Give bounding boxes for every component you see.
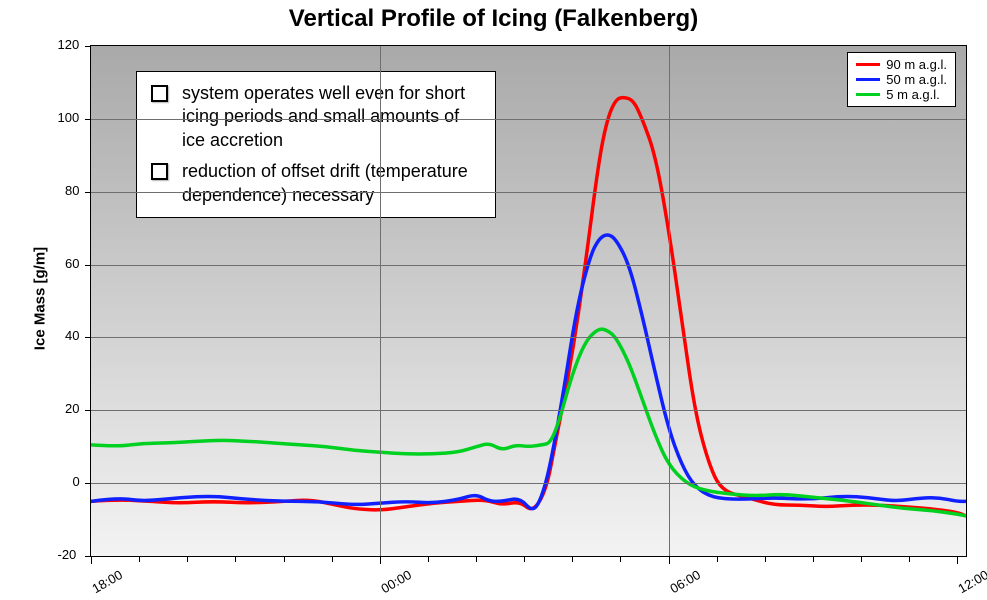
y-tick-mark (85, 337, 91, 338)
annotation-text: reduction of offset drift (temperature d… (182, 160, 481, 207)
annotation-box: system operates well even for short icin… (136, 71, 496, 218)
y-tick-label: -20 (58, 547, 77, 562)
x-minor-tick (476, 556, 477, 562)
gridline-horizontal (91, 337, 966, 338)
x-minor-tick (669, 556, 670, 562)
x-minor-tick (187, 556, 188, 562)
annotation-item: reduction of offset drift (temperature d… (151, 160, 481, 207)
gridline-horizontal (91, 410, 966, 411)
x-minor-tick (813, 556, 814, 562)
gridline-horizontal (91, 119, 966, 120)
gridline-vertical (669, 46, 670, 556)
y-tick-mark (85, 265, 91, 266)
series-line (91, 235, 966, 509)
x-minor-tick (765, 556, 766, 562)
series-line (91, 329, 966, 516)
annotation-text: system operates well even for short icin… (182, 82, 481, 152)
legend-item: 50 m a.g.l. (856, 72, 947, 87)
x-minor-tick (428, 556, 429, 562)
annotation-item: system operates well even for short icin… (151, 82, 481, 152)
gridline-horizontal (91, 265, 966, 266)
x-minor-tick (139, 556, 140, 562)
x-tick-label: 06:00 (667, 567, 703, 596)
legend-swatch (856, 78, 880, 81)
y-tick-mark (85, 46, 91, 47)
x-minor-tick (524, 556, 525, 562)
x-minor-tick (284, 556, 285, 562)
y-tick-label: 0 (73, 474, 80, 489)
y-tick-label: 120 (58, 37, 80, 52)
x-minor-tick (235, 556, 236, 562)
chart-title: Vertical Profile of Icing (Falkenberg) (0, 5, 987, 33)
y-tick-label: 80 (65, 183, 79, 198)
legend-item: 5 m a.g.l. (856, 87, 947, 102)
x-minor-tick (380, 556, 381, 562)
legend-label: 5 m a.g.l. (886, 87, 939, 102)
legend-label: 50 m a.g.l. (886, 72, 947, 87)
x-tick-label: 00:00 (378, 567, 414, 596)
x-tick-label: 12:00 (956, 567, 987, 596)
gridline-horizontal (91, 192, 966, 193)
x-minor-tick (717, 556, 718, 562)
y-tick-mark (85, 483, 91, 484)
x-minor-tick (332, 556, 333, 562)
x-minor-tick (861, 556, 862, 562)
gridline-horizontal (91, 483, 966, 484)
x-minor-tick (91, 556, 92, 562)
x-minor-tick (572, 556, 573, 562)
x-minor-tick (620, 556, 621, 562)
legend-swatch (856, 63, 880, 66)
x-minor-tick (909, 556, 910, 562)
legend-item: 90 m a.g.l. (856, 57, 947, 72)
y-axis-label: Ice Mass [g/m] (32, 239, 49, 359)
legend-label: 90 m a.g.l. (886, 57, 947, 72)
legend-swatch (856, 93, 880, 96)
chart-container: Vertical Profile of Icing (Falkenberg) I… (0, 0, 987, 600)
y-tick-label: 20 (65, 401, 79, 416)
y-tick-mark (85, 119, 91, 120)
y-tick-mark (85, 192, 91, 193)
y-tick-label: 40 (65, 328, 79, 343)
legend: 90 m a.g.l.50 m a.g.l.5 m a.g.l. (847, 52, 956, 107)
x-tick-label: 18:00 (89, 567, 125, 596)
y-tick-label: 100 (58, 110, 80, 125)
bullet-square-icon (151, 85, 168, 102)
gridline-vertical (380, 46, 381, 556)
y-tick-mark (85, 410, 91, 411)
x-minor-tick (957, 556, 958, 562)
bullet-square-icon (151, 163, 168, 180)
y-tick-label: 60 (65, 256, 79, 271)
plot-area: system operates well even for short icin… (90, 45, 967, 557)
